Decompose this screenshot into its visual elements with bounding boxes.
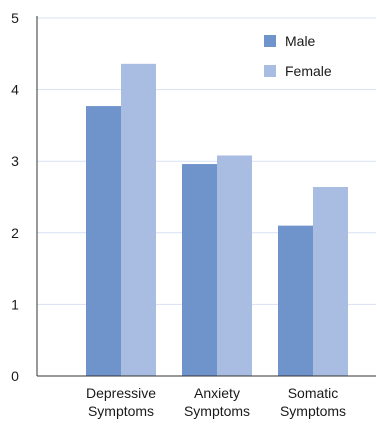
- x-category-labels: Depressive Symptoms Anxiety Symptoms Somatic…: [86, 385, 346, 419]
- x-category-label: Somatic Symptoms: [280, 385, 346, 419]
- bar-female: [121, 63, 156, 376]
- legend-label-male: Male: [285, 33, 316, 49]
- legend-label-female: Female: [285, 63, 332, 79]
- bar-female: [313, 186, 348, 376]
- y-tick-label: 3: [11, 153, 19, 169]
- y-tick-label: 4: [11, 82, 19, 98]
- legend-swatch-female: [264, 65, 276, 77]
- x-category-label: Anxiety Symptoms: [184, 385, 250, 419]
- y-tick-label: 1: [11, 296, 19, 312]
- axes: [36, 16, 376, 377]
- bars: [86, 63, 348, 377]
- bar-female: [217, 155, 252, 376]
- y-tick-label: 2: [11, 225, 19, 241]
- legend-swatch-male: [264, 35, 276, 47]
- y-tick-label: 0: [11, 368, 19, 384]
- y-tick-labels: 0 1 2 3 4 5: [11, 10, 19, 384]
- x-category-label: Depressive Symptoms: [86, 385, 156, 419]
- legend: Male Female: [264, 33, 332, 79]
- y-tick-label: 5: [11, 10, 19, 26]
- bar-male: [86, 106, 121, 377]
- bar-male: [182, 164, 217, 376]
- bar-male: [278, 225, 313, 376]
